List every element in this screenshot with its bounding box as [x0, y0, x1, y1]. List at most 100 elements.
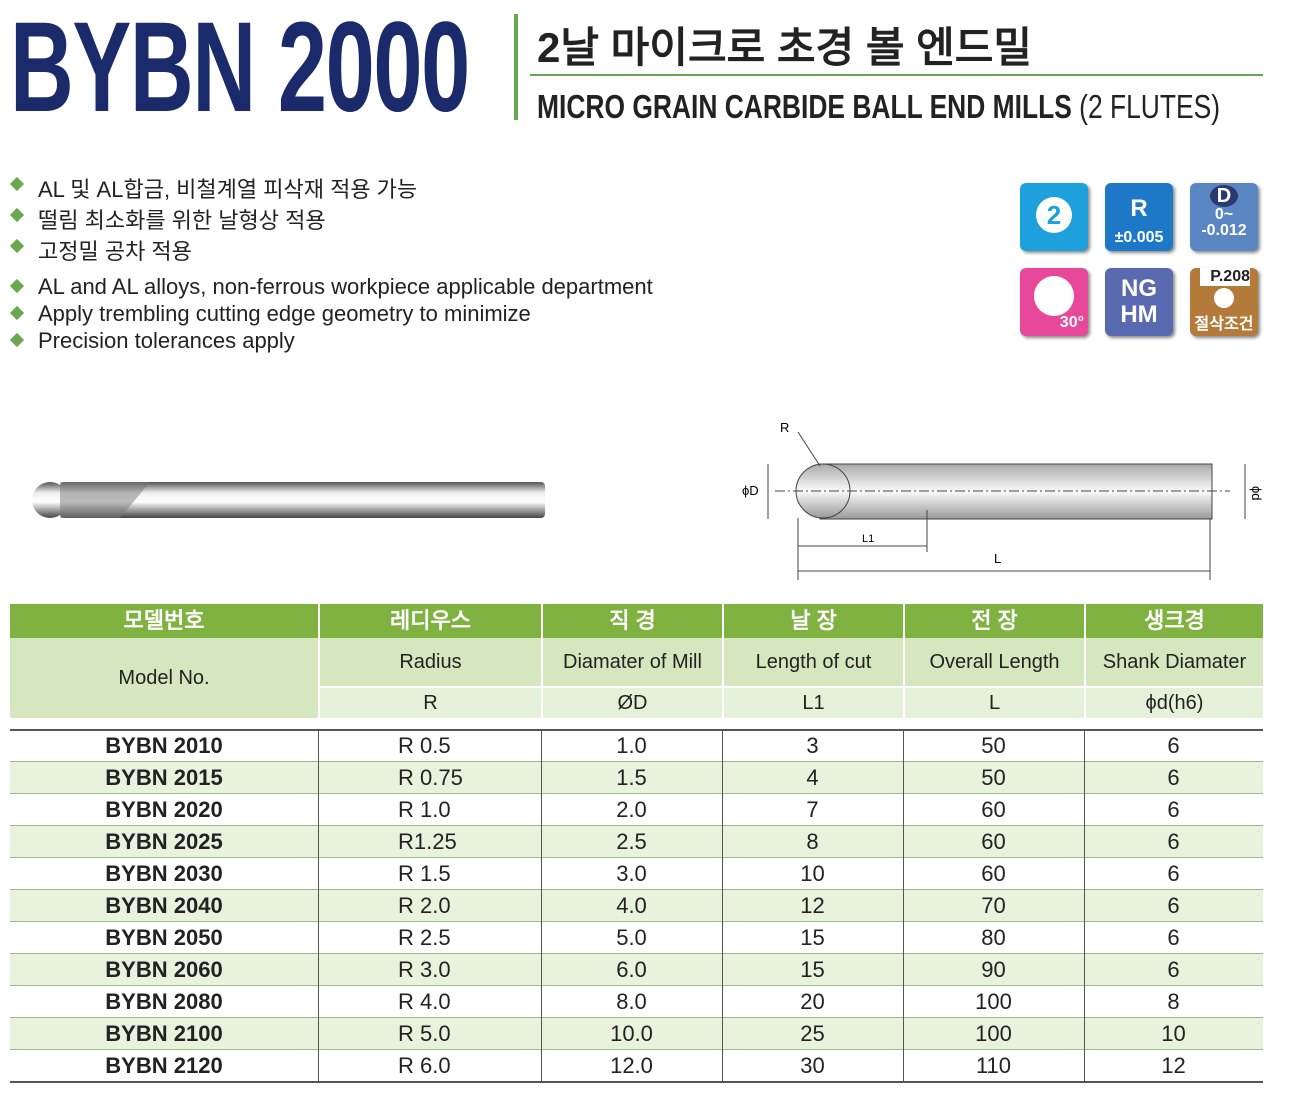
- icon-text: -0.012: [1201, 222, 1247, 239]
- table-cell: 10.0: [610, 1021, 653, 1046]
- table-cell: 2.5: [616, 829, 647, 854]
- feature: Precision tolerances apply: [9, 328, 295, 354]
- col-line: [722, 730, 723, 1082]
- table-cell: BYBN 2030: [105, 861, 223, 886]
- table-cell: 10: [800, 861, 825, 886]
- header-kr: 전 장: [905, 604, 1084, 638]
- header-symbol: L: [905, 686, 1084, 718]
- table-cell: R 4.0: [398, 989, 451, 1014]
- table-cell: 6: [1167, 829, 1180, 854]
- english-title-suffix: (2 FLUTES): [1079, 88, 1220, 125]
- table-cell: 2.0: [616, 797, 647, 822]
- feature: AL and AL alloys, non-ferrous workpiece …: [9, 274, 653, 300]
- table-cell: 6.0: [616, 957, 647, 982]
- table-cell: 25: [800, 1021, 825, 1046]
- table-cell: R 3.0: [398, 957, 451, 982]
- icon-text: NG: [1121, 275, 1157, 302]
- header-kr: 생크경: [1086, 604, 1263, 638]
- table-cell: 3: [806, 733, 819, 758]
- table-cell: 50: [981, 733, 1006, 758]
- table-cell: 70: [981, 893, 1006, 918]
- table-cell: BYBN 2015: [105, 765, 223, 790]
- table-cell: 6: [1167, 733, 1180, 758]
- row-bg: [10, 890, 1263, 922]
- header-symbol: L1: [724, 686, 903, 718]
- rule: [530, 74, 1263, 76]
- row-bg: [10, 1050, 1263, 1082]
- english-title-main: MICRO GRAIN CARBIDE BALL END MILLS: [537, 88, 1072, 125]
- table-cell: 12.0: [610, 1053, 653, 1078]
- table-cell: 10: [1161, 1021, 1186, 1046]
- diagram-label: R: [780, 420, 789, 435]
- table-cell: 60: [981, 861, 1006, 886]
- table-cell: R 0.5: [398, 733, 451, 758]
- table-cell: 50: [981, 765, 1006, 790]
- divider: [514, 14, 518, 120]
- table-cell: 80: [981, 925, 1006, 950]
- table-cell: 60: [981, 797, 1006, 822]
- table-cell: 3.0: [616, 861, 647, 886]
- table-cell: R 6.0: [398, 1053, 451, 1078]
- feature: 고정밀 공차 적용: [9, 234, 192, 266]
- table-cell: 8: [806, 829, 819, 854]
- row-bg: [10, 922, 1263, 954]
- table-cell: BYBN 2050: [105, 925, 223, 950]
- table-cell: R 5.0: [398, 1021, 451, 1046]
- tool-images: R ϕD L1 L ϕd: [32, 420, 1264, 580]
- table-cell: R 2.0: [398, 893, 451, 918]
- table-cell: 6: [1167, 797, 1180, 822]
- table-cell: 8.0: [616, 989, 647, 1014]
- table-cell: 20: [800, 989, 825, 1014]
- tool-photo: [32, 482, 545, 518]
- icon-text: 30°: [1059, 314, 1084, 331]
- table-bottom: [10, 1081, 1263, 1083]
- diagram-label: ϕd: [1249, 486, 1264, 501]
- table-cell: 15: [800, 925, 825, 950]
- icon-cutting: P.208 절삭조건: [1190, 268, 1258, 336]
- table-cell: 1.0: [616, 733, 647, 758]
- icon-text: 절삭조건: [1194, 316, 1254, 333]
- table-cell: BYBN 2100: [105, 1021, 223, 1046]
- header-kr: 레디우스: [320, 604, 541, 638]
- table-cell: 110: [975, 1053, 1012, 1078]
- row-bg: [10, 794, 1263, 826]
- header-en: Model No.: [10, 638, 318, 718]
- table-cell: R 1.0: [398, 797, 451, 822]
- table-cell: 12: [1161, 1053, 1186, 1078]
- feature: AL 및 AL합금, 비철계열 피삭재 적용 가능: [9, 172, 417, 204]
- icon-dia: D 0~ -0.012: [1190, 183, 1258, 251]
- table-cell: 6: [1167, 765, 1180, 790]
- row-bg: [10, 954, 1263, 986]
- header-kr: 직 경: [543, 604, 722, 638]
- icon-text: D: [1210, 185, 1238, 207]
- icon-text: HM: [1120, 301, 1158, 328]
- row-bg: [10, 858, 1263, 890]
- row-bg: [10, 762, 1263, 794]
- model-title: BYBN 2000: [10, 0, 470, 139]
- table-cell: 5.0: [616, 925, 647, 950]
- row-bg: [10, 1018, 1263, 1050]
- header-en: Length of cut: [724, 638, 903, 686]
- table-cell: 4: [806, 765, 819, 790]
- header-kr: 날 장: [724, 604, 903, 638]
- header-en: Diamater of Mill: [543, 638, 722, 686]
- table-cell: 6: [1167, 861, 1180, 886]
- table-cell: BYBN 2010: [105, 733, 223, 758]
- header-symbol: R: [320, 686, 541, 718]
- table-cell: 6: [1167, 925, 1180, 950]
- icon-text: ±0.005: [1114, 229, 1164, 246]
- table-cell: R 1.5: [398, 861, 451, 886]
- header-kr: 모델번호: [10, 604, 318, 638]
- bullet: [9, 176, 25, 192]
- col-line: [318, 730, 319, 1082]
- bullet: [9, 207, 25, 223]
- diagram-label: L: [994, 551, 1001, 566]
- feature: Apply trembling cutting edge geometry to…: [9, 301, 531, 327]
- table-cell: BYBN 2120: [105, 1053, 223, 1078]
- bullet: [9, 238, 25, 254]
- col-line: [1084, 730, 1085, 1082]
- table-cell: 1.5: [616, 765, 647, 790]
- table-cell: BYBN 2025: [105, 829, 223, 854]
- icon-text: R: [1130, 195, 1148, 222]
- icon-flutes: 2: [1020, 183, 1088, 251]
